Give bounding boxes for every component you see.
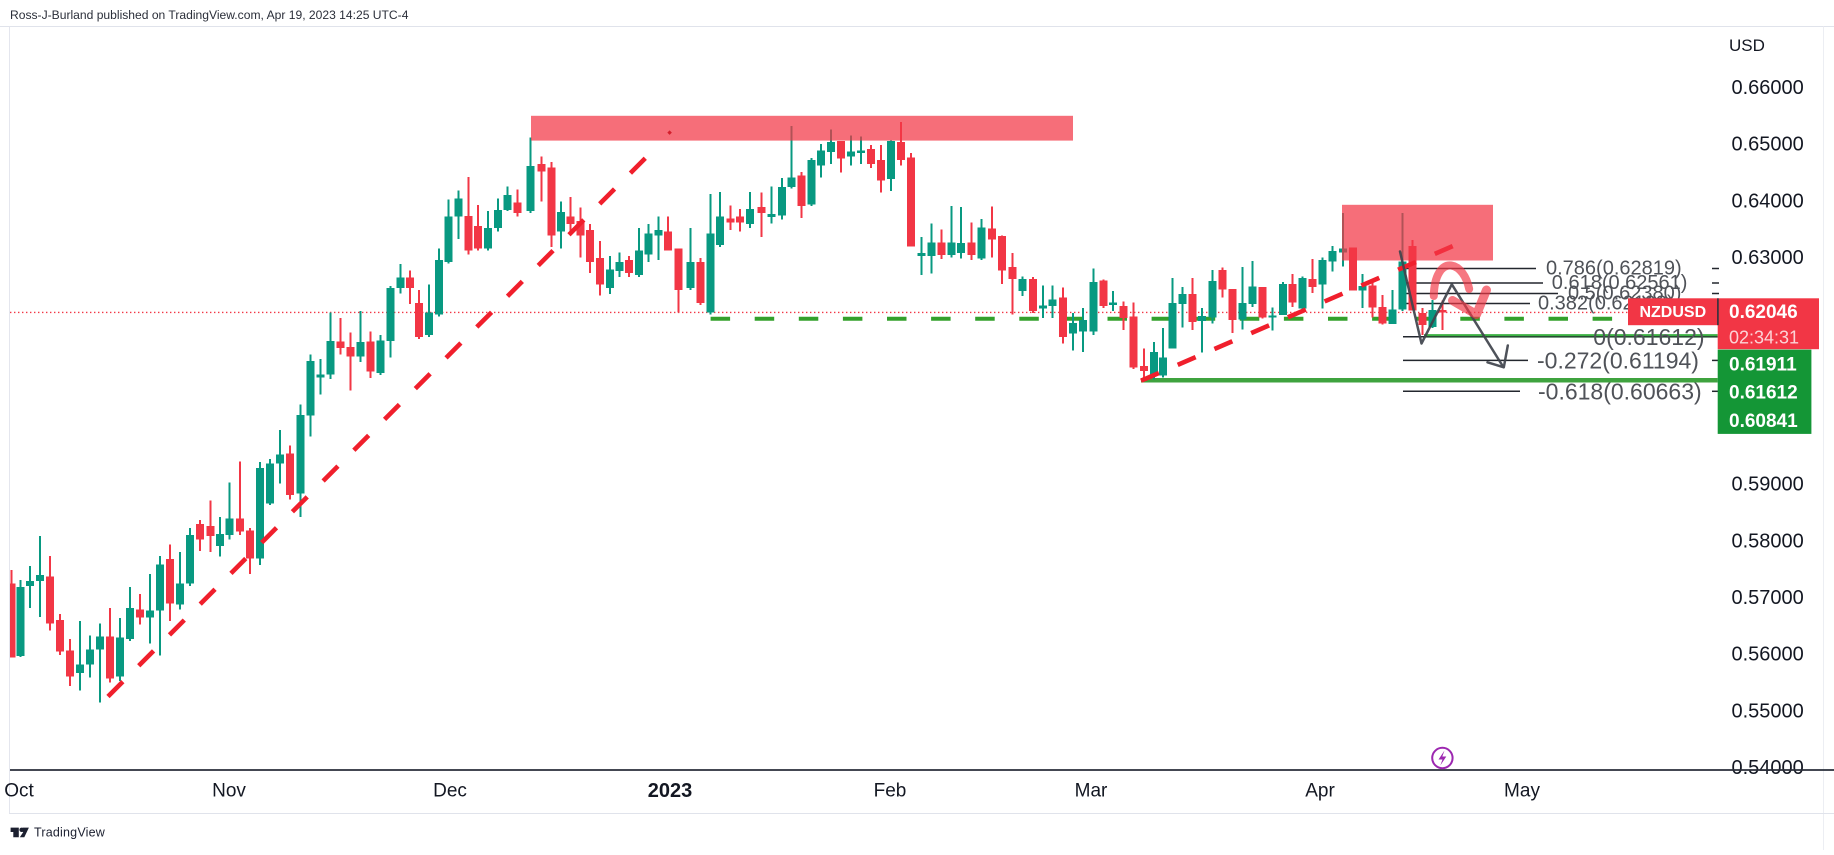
svg-text:0.54000: 0.54000 <box>1732 757 1804 779</box>
svg-text:Ross-J-Burland published on Tr: Ross-J-Burland published on TradingView.… <box>10 8 409 22</box>
svg-text:0.61911: 0.61911 <box>1729 354 1797 375</box>
svg-text:0.62046: 0.62046 <box>1729 302 1798 323</box>
svg-text:0.56000: 0.56000 <box>1732 644 1804 666</box>
svg-text:2023: 2023 <box>648 780 693 802</box>
svg-text:USD: USD <box>1729 36 1765 55</box>
svg-text:0.63000: 0.63000 <box>1732 247 1804 269</box>
svg-text:NZDUSD: NZDUSD <box>1639 304 1706 321</box>
svg-text:0.60841: 0.60841 <box>1729 411 1798 432</box>
svg-text:Apr: Apr <box>1305 781 1335 802</box>
svg-text:TradingView: TradingView <box>34 826 106 840</box>
svg-text:0.55000: 0.55000 <box>1732 700 1804 722</box>
svg-text:Oct: Oct <box>4 781 34 802</box>
svg-text:0.786(0.62819): 0.786(0.62819) <box>1546 258 1682 280</box>
svg-text:0.65000: 0.65000 <box>1732 134 1804 156</box>
svg-text:0.58000: 0.58000 <box>1732 530 1804 552</box>
svg-text:02:34:31: 02:34:31 <box>1729 327 1799 347</box>
svg-text:0.61612: 0.61612 <box>1729 383 1798 404</box>
svg-text:Dec: Dec <box>433 781 467 802</box>
svg-text:0(0.61612): 0(0.61612) <box>1593 324 1704 350</box>
svg-text:0.66000: 0.66000 <box>1732 77 1804 99</box>
svg-text:Nov: Nov <box>212 781 246 802</box>
svg-text:May: May <box>1504 781 1540 802</box>
svg-text:0.57000: 0.57000 <box>1732 587 1804 609</box>
svg-text:Mar: Mar <box>1075 781 1108 802</box>
svg-text:0.618(0.62561): 0.618(0.62561) <box>1552 272 1688 294</box>
svg-text:Feb: Feb <box>874 781 907 802</box>
svg-text:0.64000: 0.64000 <box>1732 190 1804 212</box>
svg-text:0.59000: 0.59000 <box>1732 474 1804 496</box>
svg-text:-0.272(0.61194): -0.272(0.61194) <box>1537 347 1699 373</box>
svg-text:-0.618(0.60663): -0.618(0.60663) <box>1538 378 1702 404</box>
